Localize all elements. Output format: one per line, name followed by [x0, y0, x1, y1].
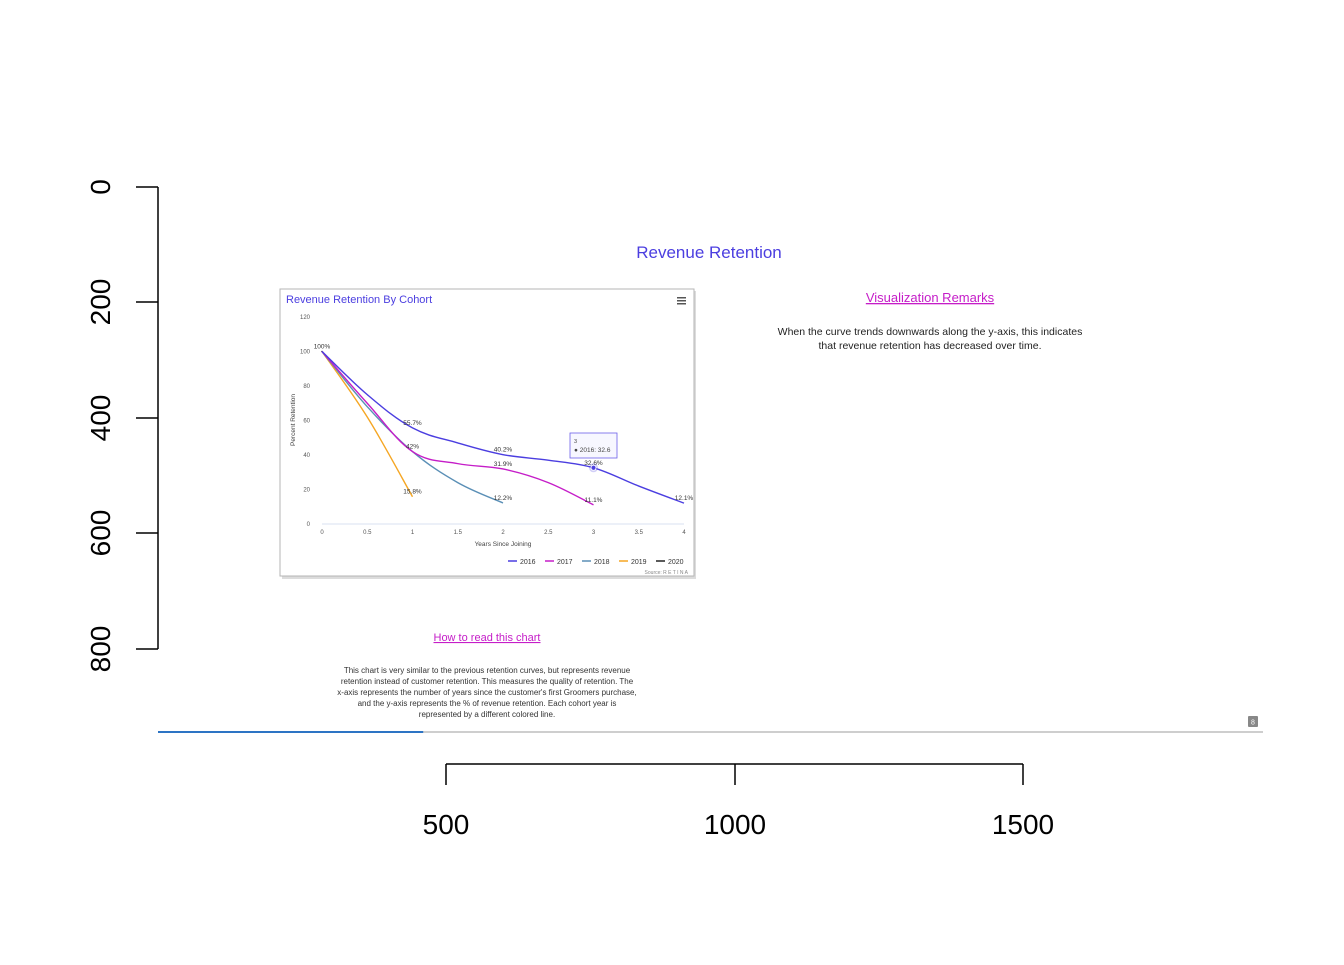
chart-x-axis-title: Years Since Joining	[475, 541, 532, 548]
chart-card: Revenue Retention By Cohort Percent Rete…	[279, 288, 696, 579]
chart-x-tick-label: 3.5	[635, 530, 644, 536]
data-label-2017: 31.9%	[494, 461, 513, 468]
chart-y-tick-label: 40	[303, 453, 310, 459]
data-label-2016: 40.2%	[494, 447, 513, 454]
chart-x-tick-label: 1.5	[454, 530, 463, 536]
remarks-text-line: When the curve trends downwards along th…	[778, 326, 1083, 338]
chart-y-tick-label: 60	[303, 419, 310, 425]
chart-y-tick-label: 0	[307, 522, 311, 528]
tooltip-value: ● 2016: 32.6	[574, 447, 611, 454]
tooltip-header: 3	[574, 439, 577, 445]
chart-x-tick-label: 1	[411, 530, 415, 536]
chart-highlight	[589, 463, 598, 473]
legend-item-2018[interactable]: 2018	[594, 559, 610, 566]
data-label-2019: 15.8%	[403, 489, 422, 496]
outer-y-tick-label: 0	[85, 179, 116, 195]
outer-y-tick-label: 800	[85, 626, 116, 673]
chart-x-tick-label: 3	[592, 530, 596, 536]
page-number-text: 8	[1251, 720, 1255, 727]
how-to-text-line: This chart is very similar to the previo…	[344, 666, 631, 675]
chart-x-tick-label: 0	[320, 530, 324, 536]
chart-data-labels: 55.7% 40.2% 32.6% 12.1% 42% 31.9% 11.1% 12.2% 15…	[314, 344, 694, 504]
chart-y-tick-label: 120	[300, 315, 311, 321]
outer-x-tick-label: 1500	[992, 809, 1054, 840]
data-label-2016: 12.1%	[675, 495, 694, 502]
series-line-2019	[321, 351, 414, 498]
outer-x-axis: 500 1000 1500	[423, 763, 1054, 840]
page-title: Revenue Retention	[636, 243, 782, 262]
highlight-point[interactable]	[590, 464, 597, 471]
how-to-text-line: retention instead of customer retention.…	[341, 677, 634, 686]
remarks-heading-link[interactable]: Visualization Remarks	[866, 290, 995, 305]
how-to-text-line: x-axis represents the number of years si…	[337, 688, 636, 697]
page-number-badge: 8	[1248, 716, 1258, 727]
how-to-text-line: represented by a different colored line.	[419, 710, 555, 719]
legend-item-2017[interactable]: 2017	[557, 559, 573, 566]
data-label-2018: 12.2%	[494, 495, 513, 502]
series-line-2016	[321, 350, 685, 504]
outer-x-tick-label: 500	[423, 809, 470, 840]
chart-x-tick-label: 4	[682, 530, 686, 536]
chart-y-tick-label: 80	[303, 384, 310, 390]
chart-series	[321, 350, 685, 506]
series-line-2017	[321, 351, 594, 506]
chart-x-ticks: 0 0.5 1 1.5 2 2.5 3 3.5 4	[320, 530, 686, 536]
chart-legend: 2016 2017 2018 2019 2020	[508, 559, 684, 566]
how-to-text-line: and the y-axis represents the % of reven…	[358, 699, 617, 708]
outer-y-tick-label: 200	[85, 279, 116, 326]
outer-x-tick-label: 1000	[704, 809, 766, 840]
chart-title: Revenue Retention By Cohort	[286, 294, 432, 306]
legend-item-2019[interactable]: 2019	[631, 559, 647, 566]
chart-x-tick-label: 0.5	[363, 530, 372, 536]
how-to-read-link[interactable]: How to read this chart	[434, 632, 541, 644]
legend-item-2016[interactable]: 2016	[520, 559, 536, 566]
outer-y-tick-label: 400	[85, 395, 116, 442]
hamburger-menu-icon[interactable]	[677, 297, 686, 305]
data-label-2016: 32.6%	[584, 460, 603, 467]
chart-y-tick-label: 100	[300, 350, 311, 356]
data-label-2020: 100%	[314, 344, 331, 351]
chart-y-tick-label: 20	[303, 488, 310, 494]
data-label-2017: 42%	[406, 444, 419, 451]
data-label-2017: 11.1%	[585, 497, 603, 504]
chart-y-ticks: 0 20 40 60 80 100 120	[300, 315, 311, 528]
chart-x-tick-label: 2	[501, 530, 505, 536]
legend-item-2020[interactable]: 2020	[668, 559, 684, 566]
chart-x-tick-label: 2.5	[544, 530, 553, 536]
outer-y-tick-label: 600	[85, 510, 116, 557]
chart-tooltip: 3 ● 2016: 32.6	[569, 432, 618, 459]
data-label-2016: 55.7%	[403, 420, 422, 427]
outer-y-axis: 0 200 400 600 800	[85, 179, 159, 673]
chart-source: Source: R E T I N A	[645, 570, 689, 576]
chart-y-axis-title: Percent Retention	[290, 394, 297, 446]
remarks-text-line: that revenue retention has decreased ove…	[819, 340, 1042, 352]
